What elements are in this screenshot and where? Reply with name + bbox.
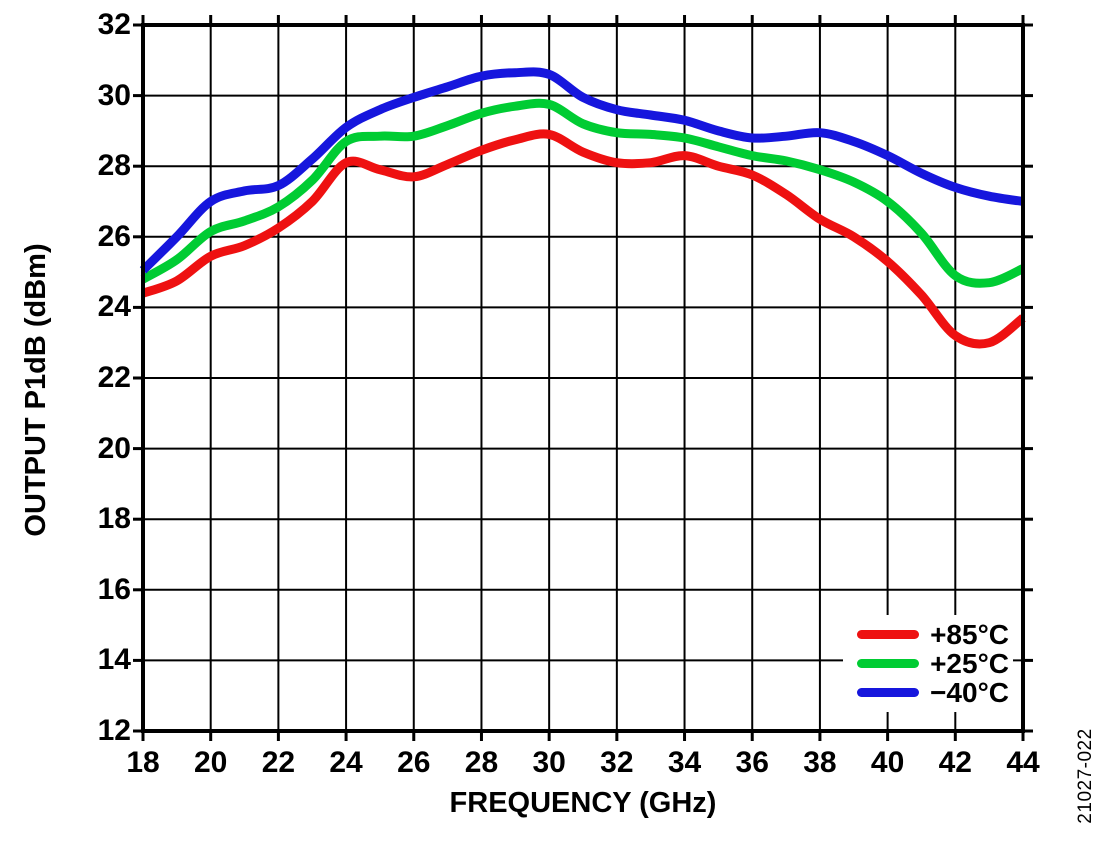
legend-item-plus25c: +25°C (857, 649, 1009, 678)
series-line-minus40c (139, 67, 1024, 274)
x-tick-label: 38 (803, 746, 837, 779)
legend-label-plus25c: +25°C (930, 648, 1009, 679)
y-tick-label: 12 (97, 714, 131, 747)
watermark-figure-number: 21027-022 (1075, 728, 1096, 824)
legend-label-plus85c: +85°C (930, 619, 1009, 650)
x-tick-label: 22 (261, 746, 296, 779)
x-tick-label: 20 (194, 746, 228, 779)
y-tick-label: 26 (97, 219, 131, 253)
x-tick-label: 30 (532, 746, 566, 779)
y-tick-label: 20 (97, 431, 131, 465)
plot-border (141, 23, 1025, 733)
legend-item-plus85c: +85°C (857, 620, 1009, 649)
y-tick-label: 14 (97, 643, 131, 677)
legend-swatch-plus85c-icon (857, 630, 920, 639)
x-tick-label: 26 (397, 746, 431, 779)
y-tick-label: 24 (97, 290, 131, 324)
y-tick-label: 18 (97, 502, 131, 536)
legend-swatch-plus25c-icon (857, 659, 920, 668)
y-tick-label: 28 (97, 149, 131, 183)
y-tick-label: 30 (97, 78, 131, 112)
y-tick-label: 32 (97, 8, 131, 41)
x-tick-label: 36 (735, 746, 769, 779)
legend-swatch-minus40c-icon (857, 688, 920, 697)
y-tick-label: 16 (97, 572, 131, 606)
series-line-plus25c (140, 98, 1025, 288)
legend-label-minus40c: −40°C (930, 677, 1009, 708)
x-tick-label: 18 (126, 746, 160, 779)
x-tick-label: 34 (667, 746, 702, 779)
y-axis-title: OUTPUT P1dB (dBm) (20, 243, 52, 537)
legend-item-minus40c: −40°C (857, 678, 1009, 707)
x-tick-label: 24 (329, 746, 363, 779)
x-tick-label: 42 (938, 746, 972, 779)
series-line-plus85c (141, 129, 1026, 349)
x-tick-label: 44 (1006, 746, 1040, 779)
legend: +85°C +25°C −40°C (843, 615, 1013, 712)
y-tick-label: 22 (97, 361, 131, 394)
x-tick-label: 28 (464, 746, 499, 779)
x-tick-label: 32 (600, 746, 634, 779)
x-axis-title: FREQUENCY (GHz) (449, 787, 717, 819)
x-tick-label: 40 (870, 746, 905, 779)
